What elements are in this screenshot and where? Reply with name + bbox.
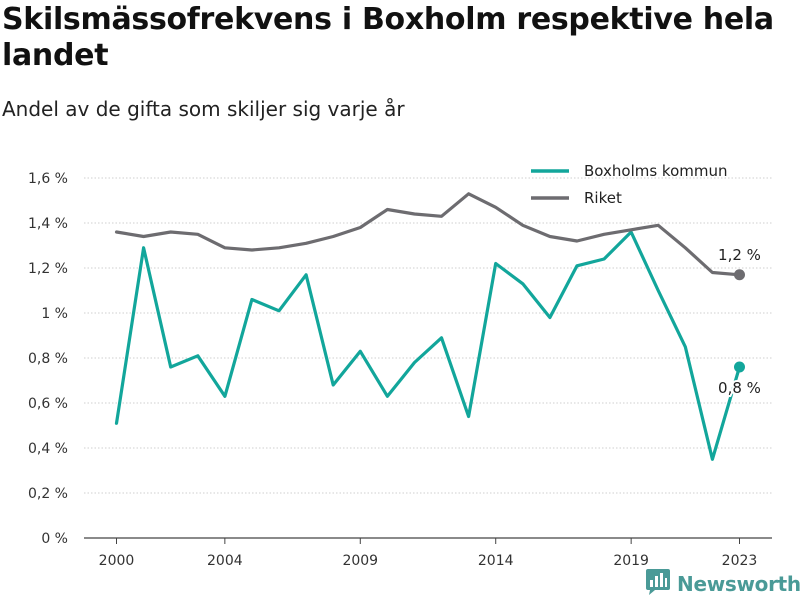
series-lines: 0,8 % 1,2 % <box>114 192 763 461</box>
series-end-point <box>733 361 745 373</box>
x-tick-label: 2019 <box>613 553 649 569</box>
series-0: 0,8 % <box>114 230 763 461</box>
y-tick-label: 0,2 % <box>28 486 68 502</box>
brand-name: Newsworthy <box>677 572 800 596</box>
y-tick-label: 0,6 % <box>28 396 68 412</box>
y-tick-label: 0,8 % <box>28 351 68 367</box>
y-tick-label: 1,2 % <box>28 261 68 277</box>
chart-title: Skilsmässofrekvens i Boxholm respektive … <box>2 2 774 73</box>
y-tick-label: 1,4 % <box>28 216 68 232</box>
x-axis: 2000 2004 2009 2014 2019 2023 <box>99 538 758 569</box>
y-tick-label: 0 % <box>41 531 68 547</box>
legend-label: Riket <box>584 189 622 207</box>
legend: Boxholms kommun Riket <box>531 162 728 207</box>
x-tick-label: 2023 <box>722 553 758 569</box>
x-tick-label: 2004 <box>207 553 243 569</box>
y-axis: 0 % 0,2 % 0,4 % 0,6 % 0,8 % 1 % 1,2 % 1,4 % 1,6 … <box>28 171 68 547</box>
series-1: 1,2 % <box>114 192 763 281</box>
x-tick-label: 2009 <box>342 553 378 569</box>
series-line <box>114 192 742 277</box>
x-tick-label: 2000 <box>99 553 135 569</box>
series-end-point <box>733 269 745 281</box>
legend-item: Riket <box>531 189 622 207</box>
series-line <box>114 230 742 461</box>
series-end-label: 1,2 % <box>718 246 761 264</box>
gridlines <box>84 177 772 539</box>
y-tick-label: 1 % <box>41 306 68 322</box>
series-end-label: 0,8 % <box>718 379 761 397</box>
newsworthy-logo-icon <box>645 568 671 600</box>
y-tick-label: 0,4 % <box>28 441 68 457</box>
y-tick-label: 1,6 % <box>28 171 68 187</box>
legend-label: Boxholms kommun <box>584 162 728 180</box>
chart-subtitle: Andel av de gifta som skiljer sig varje … <box>2 97 405 121</box>
x-tick-label: 2014 <box>478 553 514 569</box>
brand-logo: Newsworthy <box>645 568 800 600</box>
legend-item: Boxholms kommun <box>531 162 728 180</box>
